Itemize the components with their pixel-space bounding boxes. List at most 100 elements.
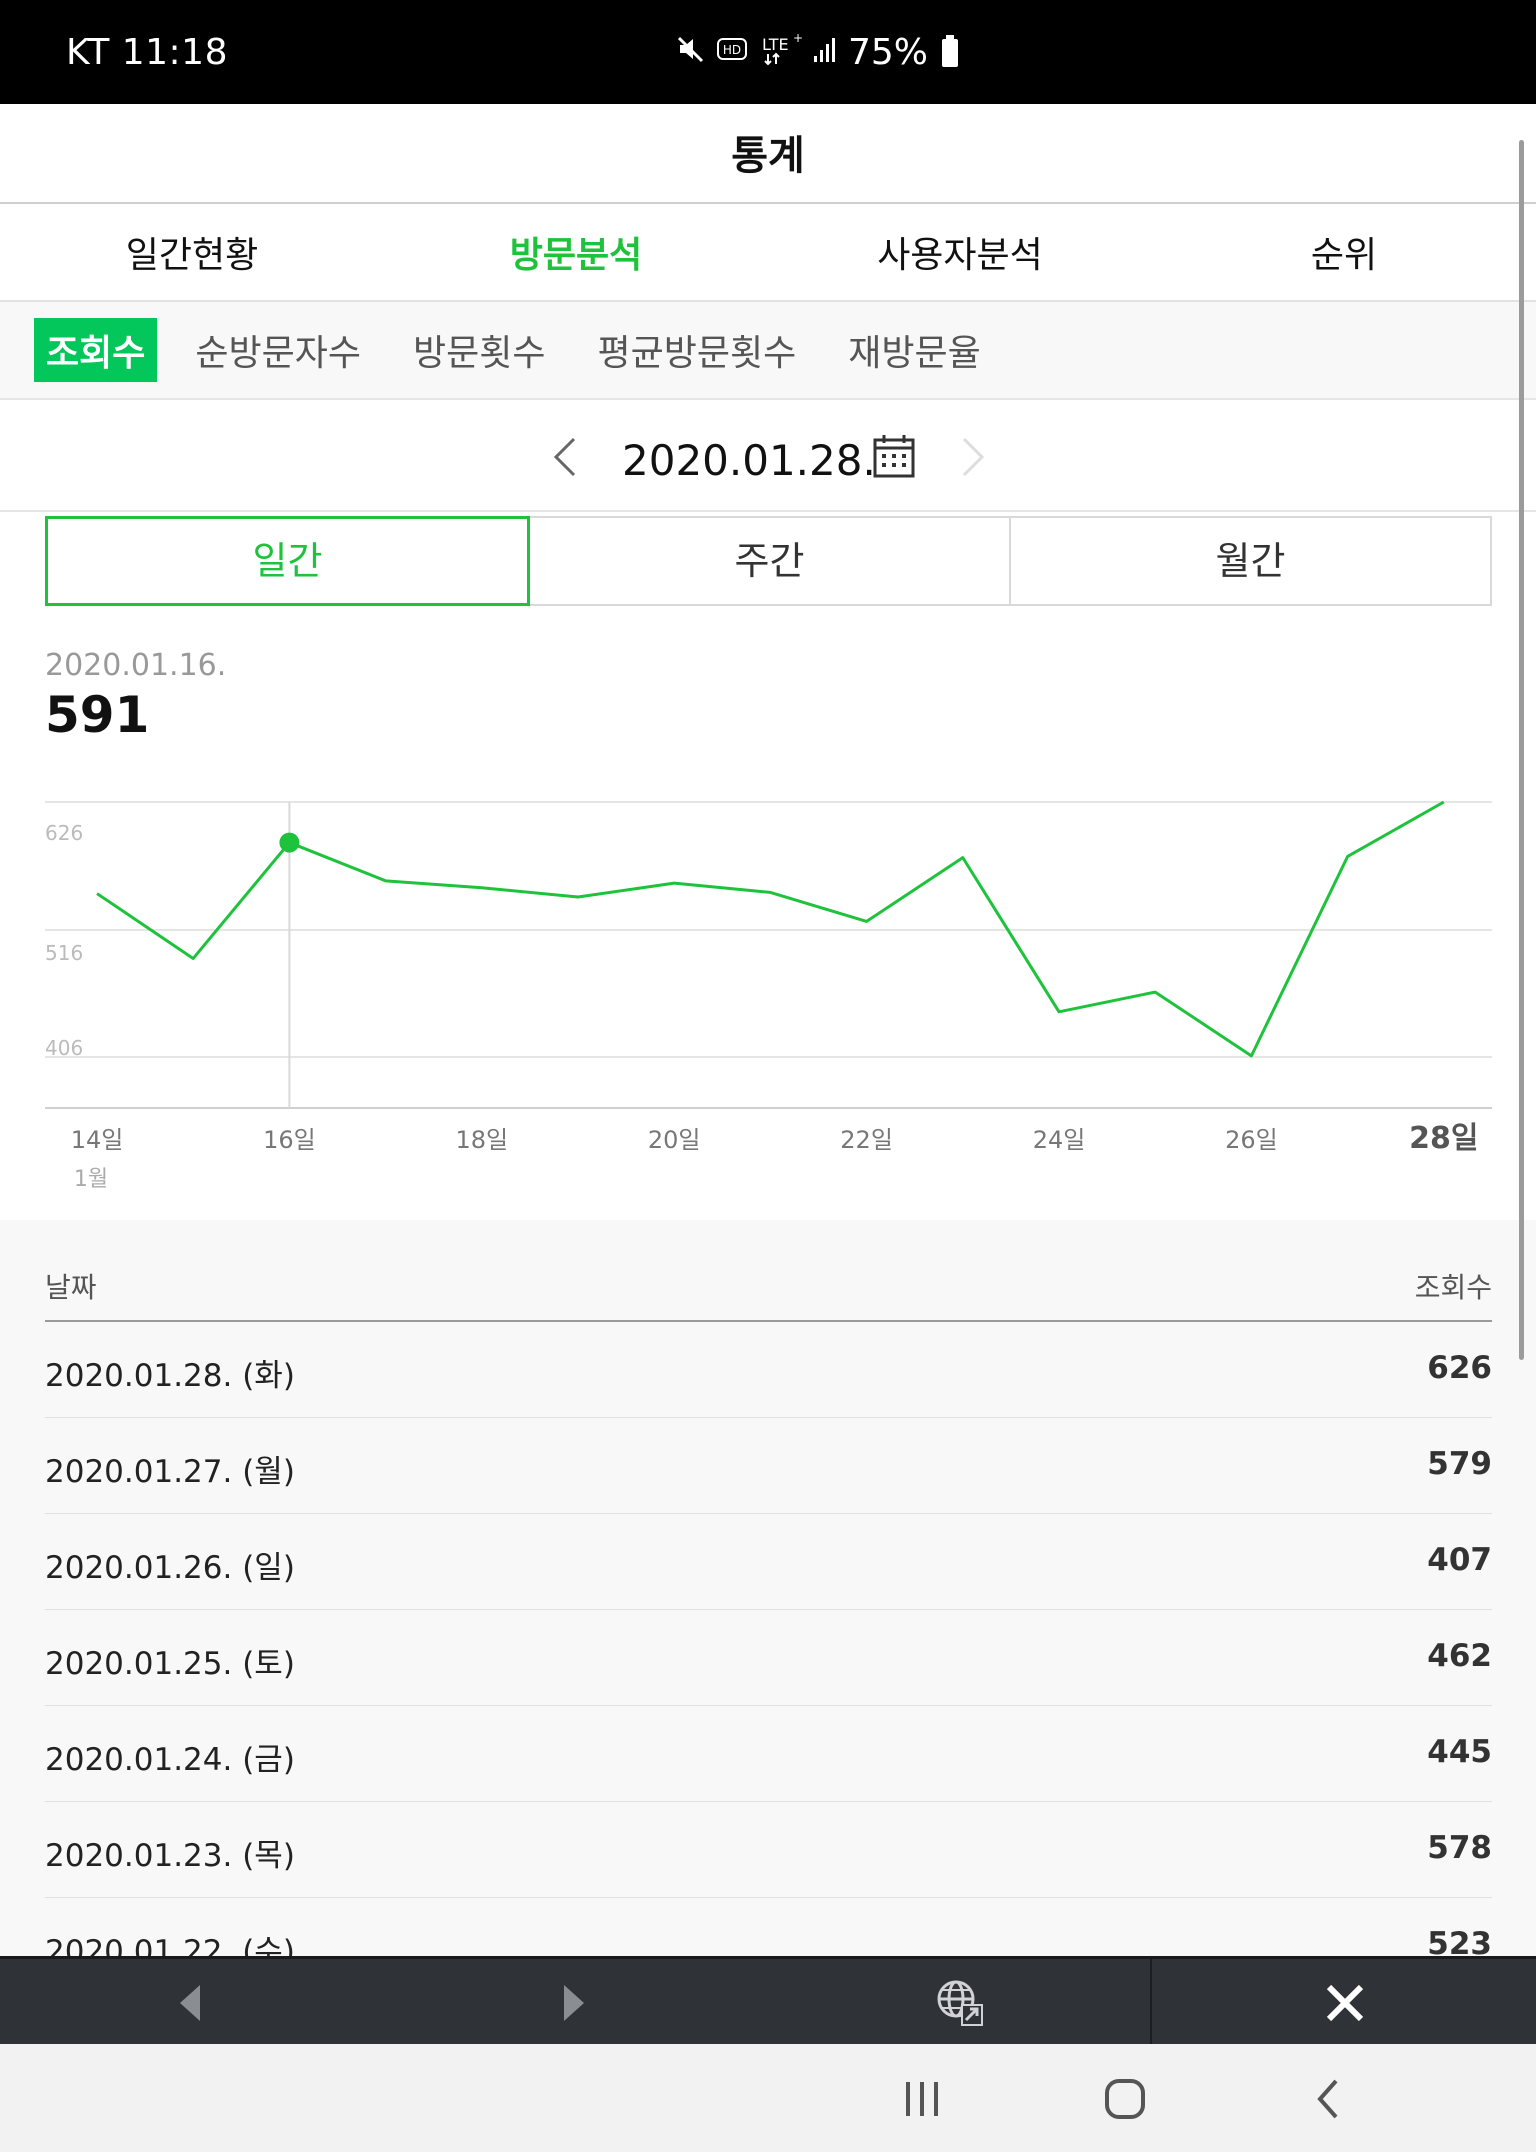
- column-header-views: 조회수: [1414, 1271, 1492, 1304]
- browser-forward-button[interactable]: [534, 1959, 614, 2047]
- battery-percent: 75%: [848, 32, 929, 73]
- row-views: 579: [1427, 1446, 1492, 1482]
- data-point: [1441, 799, 1447, 805]
- data-point: [864, 918, 870, 924]
- table-rows: 2020.01.28. (화) 626 2020.01.27. (월) 579 …: [45, 1322, 1492, 1956]
- tab-user-analysis[interactable]: 사용자분석: [877, 235, 1043, 276]
- row-views: 523: [1427, 1926, 1492, 1956]
- data-point: [94, 891, 100, 897]
- table-row: 2020.01.23. (목) 578: [45, 1802, 1492, 1898]
- main-tabs: 일간현황 방문분석 사용자분석 순위: [0, 204, 1536, 302]
- svg-text:LTE: LTE: [762, 35, 789, 54]
- signal-icon: [812, 34, 838, 71]
- data-point: [960, 855, 966, 861]
- status-carrier-time: KT 11:18: [66, 32, 228, 73]
- data-point: [575, 894, 581, 900]
- browser-toolbar: [0, 1956, 1536, 2047]
- subtab-unique-visitors[interactable]: 순방문자수: [195, 333, 361, 374]
- browser-back-button[interactable]: [150, 1959, 230, 2047]
- data-point: [190, 955, 196, 961]
- toolbar-divider: [1150, 1959, 1152, 2047]
- table-row: 2020.01.24. (금) 445: [45, 1706, 1492, 1802]
- tab-visit-analysis[interactable]: 방문분석: [509, 235, 643, 276]
- row-date: 2020.01.24. (금): [45, 1742, 295, 1778]
- hd-icon: HD: [716, 34, 750, 71]
- row-date: 2020.01.27. (월): [45, 1454, 295, 1490]
- period-selector: 일간 주간 월간: [45, 516, 1492, 606]
- selected-data-point: [279, 832, 300, 853]
- table-row: 2020.01.25. (토) 462: [45, 1610, 1492, 1706]
- subtab-avg-visit-count[interactable]: 평균방문횟수: [597, 333, 797, 374]
- data-point: [1248, 1053, 1254, 1059]
- page-scrollbar[interactable]: [1519, 140, 1524, 1360]
- data-point: [1152, 989, 1158, 995]
- column-header-date: 날짜: [45, 1271, 97, 1304]
- open-in-browser-button[interactable]: [920, 1959, 1000, 2047]
- data-point: [383, 878, 389, 884]
- y-tick-label: 406: [45, 1036, 83, 1060]
- data-point: [671, 880, 677, 886]
- close-browser-button[interactable]: [1305, 1959, 1385, 2047]
- data-point: [479, 885, 485, 891]
- date-navigation: 2020.01.28.: [0, 400, 1536, 512]
- recents-icon[interactable]: [892, 2074, 952, 2124]
- table-row: 2020.01.26. (일) 407: [45, 1514, 1492, 1610]
- period-weekly-button[interactable]: 주간: [530, 516, 1011, 606]
- row-date: 2020.01.23. (목): [45, 1838, 295, 1874]
- table-header: 날짜 조회수: [45, 1266, 1492, 1322]
- row-views: 626: [1427, 1350, 1492, 1386]
- x-tick-label: 22일: [840, 1126, 893, 1154]
- subtab-revisit-rate[interactable]: 재방문율: [848, 333, 981, 374]
- current-date: 2020.01.28.: [622, 436, 876, 485]
- row-date: 2020.01.26. (일): [45, 1550, 295, 1586]
- y-tick-label: 516: [45, 941, 83, 965]
- data-point: [1345, 853, 1351, 859]
- views-series-line: [96, 800, 1445, 1058]
- row-views: 462: [1427, 1638, 1492, 1674]
- mute-icon: [676, 34, 706, 71]
- data-point: [1056, 1009, 1062, 1015]
- tab-ranking[interactable]: 순위: [1310, 235, 1378, 276]
- selected-point-value: 591: [45, 686, 150, 744]
- period-monthly-button[interactable]: 월간: [1011, 516, 1492, 606]
- android-nav-bar: [0, 2044, 1536, 2152]
- prev-date-chevron-icon[interactable]: [550, 436, 582, 478]
- table-row: 2020.01.28. (화) 626: [45, 1322, 1492, 1418]
- row-views: 445: [1427, 1734, 1492, 1770]
- x-tick-label: 24일: [1033, 1126, 1086, 1154]
- back-triangle-icon: [180, 1985, 200, 2021]
- views-table: 날짜 조회수 2020.01.28. (화) 626 2020.01.27. (…: [0, 1220, 1536, 1956]
- x-tick-label: 20일: [648, 1126, 701, 1154]
- close-x-icon: [1326, 1984, 1364, 2022]
- x-tick-label: 14일: [71, 1126, 124, 1154]
- views-line-chart[interactable]: 626 516 406 14일 16일 18일 20일 22일 24일 26일 28일 1월: [0, 780, 1536, 1200]
- x-tick-label: 18일: [455, 1126, 508, 1154]
- data-point: [767, 889, 773, 895]
- row-date: 2020.01.28. (화): [45, 1358, 295, 1394]
- row-views: 407: [1427, 1542, 1492, 1578]
- svg-text:+: +: [793, 32, 802, 45]
- x-month-label: 1월: [74, 1167, 108, 1192]
- calendar-icon[interactable]: [873, 434, 915, 478]
- subtab-visit-count[interactable]: 방문횟수: [412, 333, 546, 374]
- row-views: 578: [1427, 1830, 1492, 1866]
- period-daily-button[interactable]: 일간: [45, 516, 530, 606]
- sub-tabs: 조회수 순방문자수 방문횟수 평균방문횟수 재방문율: [0, 302, 1536, 400]
- home-icon[interactable]: [1095, 2074, 1155, 2124]
- battery-icon: [942, 34, 959, 67]
- subtab-views[interactable]: 조회수: [34, 318, 158, 382]
- tab-daily-status[interactable]: 일간현황: [125, 235, 259, 276]
- row-date: 2020.01.22. (수): [45, 1934, 295, 1956]
- next-date-chevron-icon[interactable]: [956, 436, 988, 478]
- y-tick-label: 626: [45, 821, 83, 845]
- page-title: 통계: [731, 133, 805, 179]
- globe-icon: [937, 1980, 983, 2026]
- row-date: 2020.01.25. (토): [45, 1646, 295, 1682]
- table-row: 2020.01.27. (월) 579: [45, 1418, 1492, 1514]
- x-tick-label: 16일: [263, 1126, 316, 1154]
- page-header: 통계: [0, 104, 1536, 204]
- back-chevron-icon[interactable]: [1300, 2074, 1360, 2124]
- x-tick-label: 26일: [1225, 1126, 1278, 1154]
- status-bar: KT 11:18 HD LTE + 75%: [0, 0, 1536, 104]
- table-row: 2020.01.22. (수) 523: [45, 1898, 1492, 1956]
